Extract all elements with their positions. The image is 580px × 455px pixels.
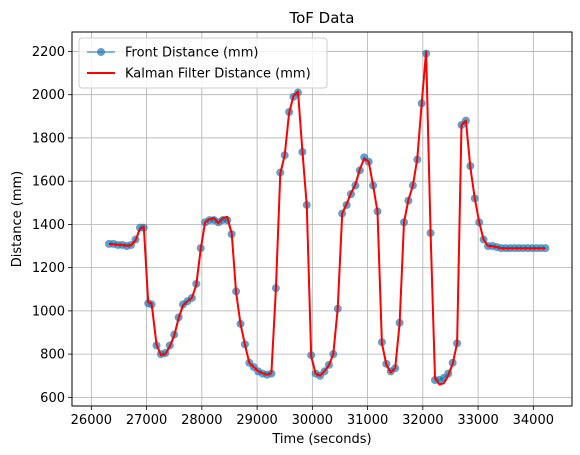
y-tick-label: 1800 (32, 131, 65, 146)
y-tick-label: 2000 (32, 88, 65, 103)
series-front-distance (105, 49, 550, 385)
x-tick-label: 30000 (292, 413, 333, 428)
series-layer (105, 49, 550, 386)
x-tick-label: 34000 (513, 413, 554, 428)
x-tick-label: 31000 (347, 413, 388, 428)
plot-area-frame (71, 31, 573, 407)
legend-label-front-distance: Front Distance (mm) (125, 46, 258, 61)
x-tick-label: 32000 (402, 413, 443, 428)
x-tick-label: 29000 (236, 413, 277, 428)
x-axis-label: Time (seconds) (271, 432, 371, 447)
axis-ticks: 26000 27000 28000 29000 30000 31000 32000 33000… (32, 45, 554, 428)
y-tick-label: 600 (40, 391, 65, 406)
series-kalman-distance (108, 50, 546, 386)
legend: Front Distance (mm) Kalman Filter Distan… (78, 37, 328, 89)
y-tick-label: 1400 (32, 218, 65, 233)
legend-label-kalman-distance: Kalman Filter Distance (mm) (125, 67, 311, 82)
x-tick-label: 33000 (457, 413, 498, 428)
legend-marker-front-distance (97, 48, 105, 56)
y-axis-label: Distance (mm) (10, 171, 25, 267)
kalman-distance-line (108, 50, 546, 386)
x-tick-label: 28000 (181, 413, 222, 428)
y-tick-label: 1600 (32, 175, 65, 190)
y-tick-label: 1200 (32, 261, 65, 276)
x-tick-label: 26000 (71, 413, 112, 428)
chart-title: ToF Data (288, 9, 354, 27)
y-tick-label: 2200 (32, 45, 65, 60)
legend-box (78, 37, 328, 89)
x-tick-label: 27000 (126, 413, 167, 428)
y-tick-label: 800 (40, 348, 65, 363)
y-tick-label: 1000 (32, 304, 65, 319)
